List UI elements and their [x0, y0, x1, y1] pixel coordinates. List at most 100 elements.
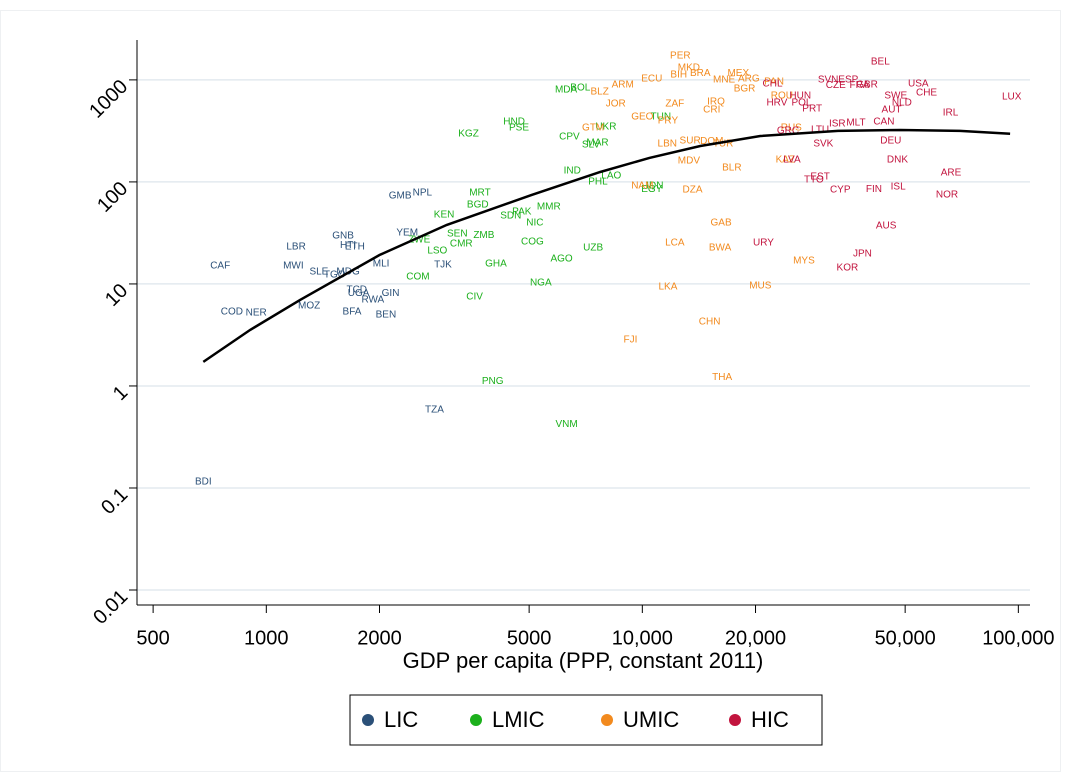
- point-label: HND: [503, 117, 525, 128]
- point-label: CRI: [703, 105, 720, 116]
- point-label: TJK: [434, 259, 452, 270]
- legend-label: LMIC: [492, 707, 545, 732]
- point-label: LTU: [811, 125, 829, 136]
- point-label: IDN: [646, 181, 663, 192]
- point-label: CAF: [210, 261, 230, 272]
- legend-box: [349, 694, 823, 746]
- point-label: MKD: [678, 63, 700, 74]
- point-label: GRC: [777, 126, 799, 137]
- point-label: GMB: [389, 190, 412, 201]
- point-label: DZA: [683, 185, 703, 196]
- point-label: MEX: [727, 68, 749, 79]
- point-label: MRT: [469, 188, 490, 199]
- point-label: GNB: [332, 230, 354, 241]
- point-label: CMR: [450, 239, 473, 250]
- point-label: SWE: [884, 91, 907, 102]
- point-label: RWA: [361, 294, 384, 305]
- point-label: MDV: [678, 155, 701, 166]
- point-label: ARG: [738, 74, 760, 85]
- legend-label: UMIC: [623, 707, 679, 732]
- fit-line: [202, 128, 1011, 363]
- point-label: TTO: [804, 174, 824, 185]
- point-label: MAR: [586, 137, 608, 148]
- point-label: POL: [791, 98, 811, 109]
- point-label: MDA: [555, 85, 578, 96]
- point-label: FRA: [849, 80, 869, 91]
- point-label: GIN: [382, 288, 400, 299]
- point-label: CHE: [916, 88, 937, 99]
- point-label: ISR: [829, 119, 846, 130]
- point-label: CAN: [873, 117, 894, 128]
- point-label: KEN: [434, 210, 455, 221]
- point-label: MLI: [373, 259, 390, 270]
- point-label: BLR: [722, 163, 741, 174]
- point-label: CPV: [559, 132, 580, 143]
- point-label: LUX: [1002, 92, 1022, 103]
- point-label: ESP: [838, 75, 858, 86]
- point-label: THA: [712, 372, 732, 383]
- x-tick-label: 500: [136, 627, 169, 649]
- point-label: UKR: [595, 122, 616, 133]
- point-label: GBR: [856, 79, 878, 90]
- point-label: BEL: [871, 57, 890, 68]
- legend-marker: [470, 714, 482, 726]
- point-label: COD: [221, 307, 243, 318]
- point-label: ZWE: [408, 235, 431, 246]
- point-label: LVA: [783, 155, 801, 166]
- point-label: IND: [564, 166, 581, 177]
- point-label: SLE: [309, 267, 328, 278]
- x-tick-label: 50,000: [875, 627, 936, 649]
- point-label: LAO: [601, 170, 621, 181]
- point-label: AUT: [882, 105, 902, 116]
- point-label: NAM: [631, 181, 653, 192]
- point-label: LKA: [659, 282, 678, 293]
- point-label: BLZ: [590, 87, 608, 98]
- point-label: FJI: [624, 335, 638, 346]
- point-label: IRQ: [707, 97, 725, 108]
- x-tick-label: 10,000: [612, 627, 673, 649]
- point-label: KGZ: [458, 128, 479, 139]
- point-label: PRT: [802, 104, 822, 115]
- point-label: LBR: [286, 242, 305, 253]
- point-label: SVK: [813, 139, 833, 150]
- point-label: FIN: [866, 184, 882, 195]
- point-label: CHL: [763, 79, 783, 90]
- point-label: DNK: [887, 155, 908, 166]
- point-label: MWI: [283, 261, 304, 272]
- point-label: ZMB: [473, 230, 494, 241]
- point-label: PER: [670, 50, 691, 61]
- x-tick-label: 20,000: [725, 627, 786, 649]
- point-label: GEO: [631, 112, 653, 123]
- point-label: BWA: [709, 243, 732, 254]
- point-label: BFA: [343, 307, 362, 318]
- point-label: DEU: [880, 136, 901, 147]
- point-label: ETH: [345, 242, 365, 253]
- point-label: LCA: [665, 238, 685, 249]
- point-label: TGO: [324, 269, 346, 280]
- x-tick-label: 100,000: [982, 627, 1054, 649]
- point-label: TUR: [713, 139, 734, 150]
- x-tick-label: 1000: [244, 627, 289, 649]
- point-label: EST: [810, 172, 829, 183]
- point-label: CHN: [699, 317, 721, 328]
- point-label: CIV: [466, 291, 483, 302]
- point-label: ZAF: [665, 99, 684, 110]
- point-label: COM: [406, 272, 429, 283]
- point-label: BGR: [734, 84, 756, 95]
- point-label: SDN: [500, 211, 521, 222]
- point-label: TCD: [346, 285, 367, 296]
- point-label: MNE: [713, 75, 736, 86]
- point-label: GHA: [485, 259, 507, 270]
- frame: [0, 10, 1061, 772]
- point-label: BGD: [467, 199, 489, 210]
- point-label: ARE: [941, 168, 962, 179]
- point-label: NOR: [936, 189, 958, 200]
- point-label: MLT: [846, 118, 865, 129]
- point-label: ECU: [641, 74, 662, 85]
- point-label: MMR: [537, 202, 561, 213]
- x-axis-title: GDP per capita (PPP, constant 2011): [403, 648, 764, 673]
- point-label: DOM: [700, 136, 723, 147]
- point-label: BRA: [690, 68, 711, 79]
